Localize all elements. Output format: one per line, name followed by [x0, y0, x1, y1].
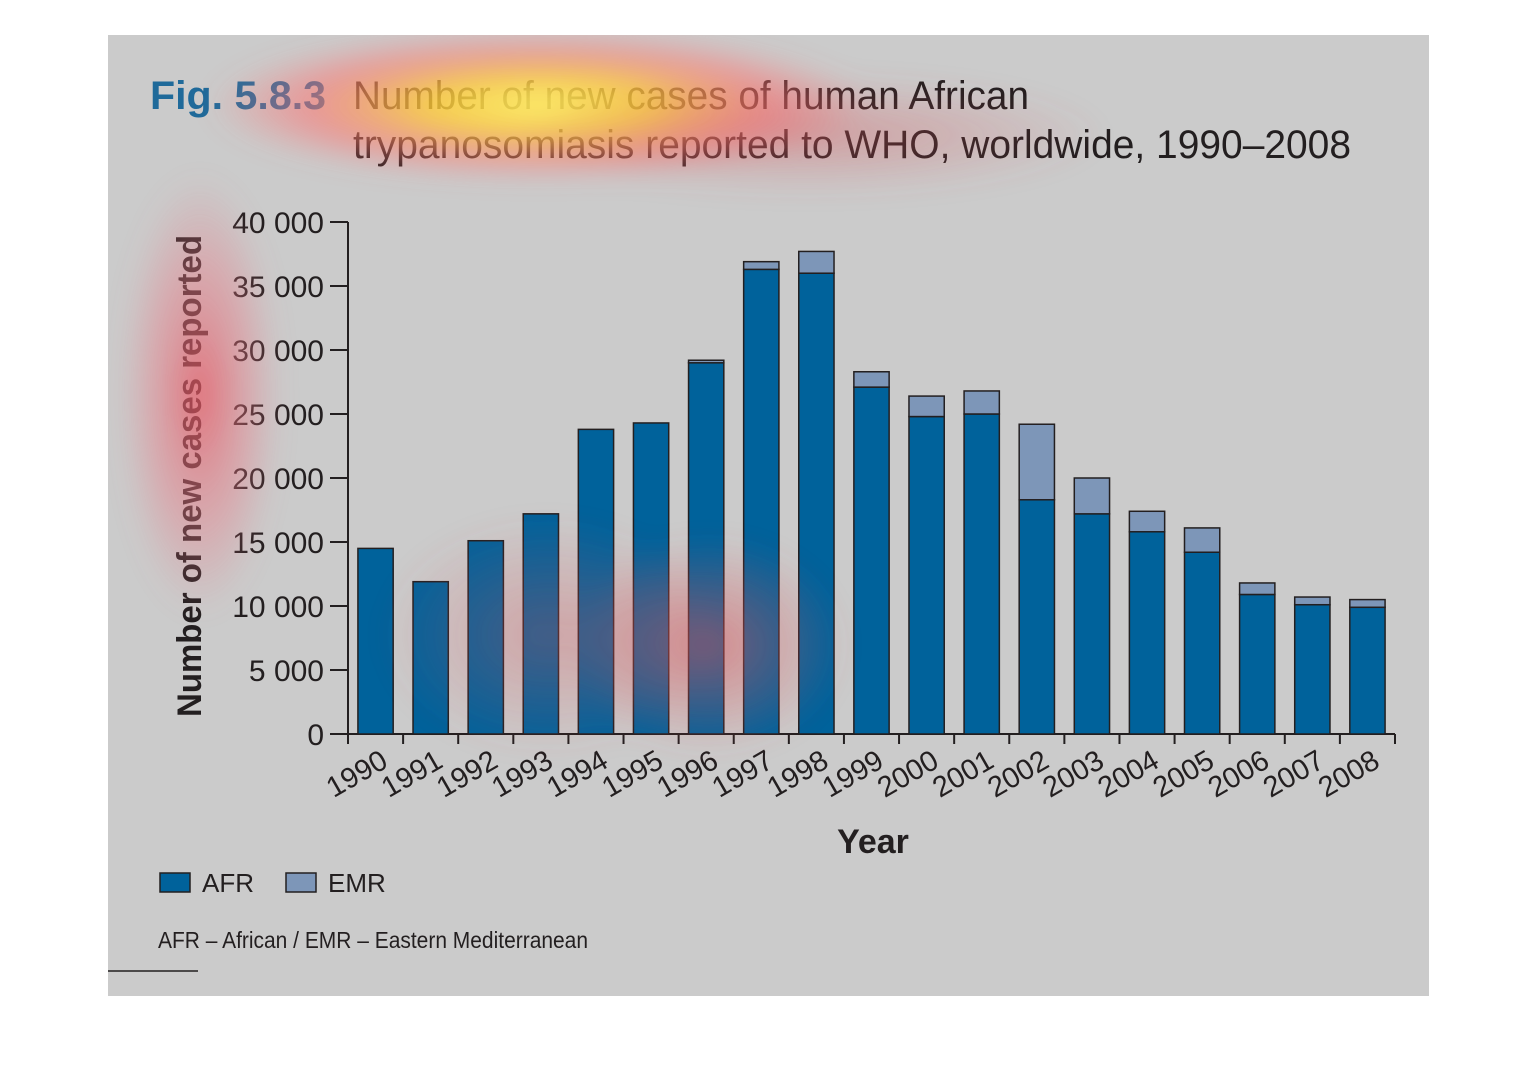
chart-legend: AFR EMR — [159, 868, 386, 898]
bar-afr-2008 — [1349, 606, 1386, 735]
bar-emr-2006 — [1238, 582, 1276, 596]
y-tick-label: 35 000 — [232, 271, 324, 304]
bar-afr-2002 — [1018, 499, 1056, 735]
y-tick-label: 25 000 — [232, 399, 324, 432]
bar-emr-1997 — [742, 260, 780, 271]
chart-figure: Fig. 5.8.3 Number of new cases of human … — [108, 35, 1396, 972]
figure-number: Fig. 5.8.3 — [150, 74, 326, 118]
bar-emr-1998 — [798, 250, 835, 274]
bar-emr-2002 — [1018, 423, 1056, 501]
y-tick-label: 10 000 — [232, 591, 324, 624]
bar-afr-1996 — [687, 362, 725, 735]
bar-emr-2005 — [1183, 527, 1221, 553]
bar-emr-2001 — [963, 390, 1001, 415]
y-tick-label: 0 — [307, 719, 324, 752]
legend-label-emr: EMR — [328, 868, 386, 898]
bar-emr-2000 — [908, 395, 945, 418]
bar-emr-1999 — [853, 371, 890, 388]
bar-afr-1993 — [522, 513, 560, 735]
legend-label-afr: AFR — [202, 868, 254, 898]
x-tick-labels: 1990199119921993199419951996199719981999… — [321, 744, 1385, 804]
y-tick-label: 5 000 — [249, 655, 324, 688]
bar-afr-2000 — [908, 415, 945, 735]
x-tick-label: 2008 — [1313, 744, 1385, 804]
bar-afr-2006 — [1238, 593, 1276, 735]
y-tick-label: 30 000 — [232, 335, 324, 368]
chart-bars — [357, 250, 1386, 735]
y-tick-labels: 0 5 000 10 000 15 000 20 000 25 000 30 000 35 0… — [232, 207, 324, 752]
bar-afr-1995 — [632, 422, 670, 735]
bar-emr-2004 — [1128, 510, 1166, 533]
bar-afr-1999 — [853, 386, 890, 735]
y-axis-title: Number of new cases reported — [171, 235, 209, 717]
bar-afr-1990 — [357, 547, 394, 735]
bar-afr-2005 — [1183, 551, 1221, 735]
figure-title-line1: Number of new cases of human African — [353, 74, 1029, 118]
bar-afr-2001 — [963, 413, 1001, 735]
chart-panel: Fig. 5.8.3 Number of new cases of human … — [108, 35, 1429, 996]
bar-emr-2008 — [1349, 598, 1386, 609]
bar-afr-2007 — [1293, 603, 1331, 735]
bar-afr-1994 — [577, 428, 615, 735]
legend-swatch-emr — [285, 872, 317, 893]
y-tick-label: 15 000 — [232, 527, 324, 560]
bar-emr-1996 — [687, 359, 725, 364]
y-tick-label: 20 000 — [232, 463, 324, 496]
bar-afr-1991 — [412, 580, 450, 735]
bar-afr-1992 — [467, 539, 505, 735]
footnote: AFR – African / EMR – Eastern Mediterran… — [158, 927, 588, 953]
bar-afr-2003 — [1073, 513, 1111, 735]
x-axis-title: Year — [837, 823, 909, 861]
bar-emr-2003 — [1073, 477, 1111, 515]
legend-swatch-afr — [159, 872, 191, 893]
bar-afr-2004 — [1128, 531, 1166, 735]
bar-afr-1998 — [798, 272, 835, 735]
bar-emr-2007 — [1293, 596, 1331, 606]
bar-afr-1997 — [742, 268, 780, 735]
figure-title-line2: trypanosomiasis reported to WHO, worldwi… — [353, 123, 1351, 167]
y-tick-label: 40 000 — [232, 207, 324, 240]
